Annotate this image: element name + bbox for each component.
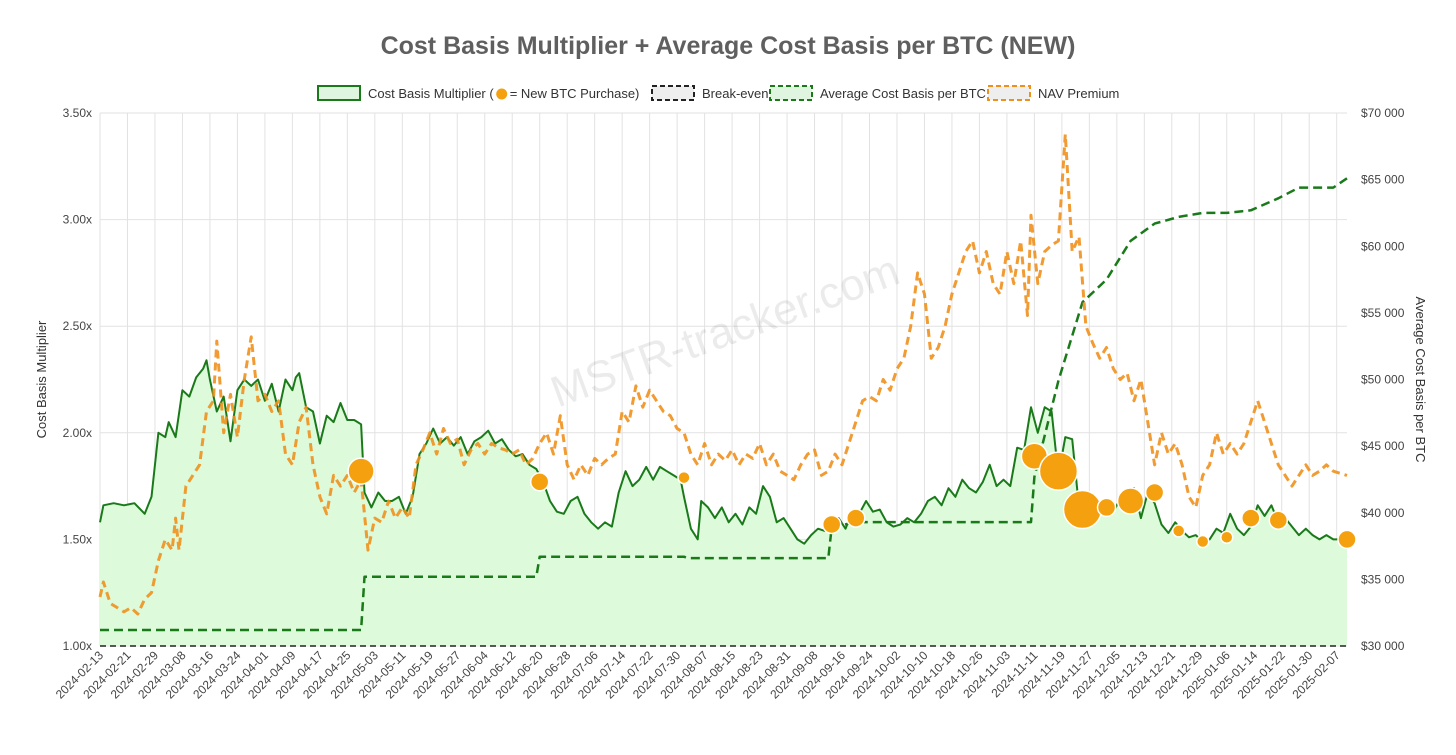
purchase-marker [347,457,375,485]
legend-swatch [987,85,1031,101]
legend-label: Cost Basis Multiplier ( [368,86,494,101]
legend-swatch [769,85,813,101]
purchase-marker [1241,508,1261,528]
y-right-axis-title: Average Cost Basis per BTC [1413,297,1428,463]
purchase-marker [677,470,691,485]
purchase-marker [1038,451,1079,491]
purchase-marker [1096,497,1117,518]
legend-label: NAV Premium [1038,86,1119,101]
series-line-average-cost-basis-per-btc [100,177,1348,632]
purchase-dots [347,442,1357,550]
purchase-marker [1116,487,1145,515]
y-right-tick-label: $40 000 [1361,506,1405,520]
legend-item[interactable]: Average Cost Basis per BTC [769,85,986,101]
y-left-axis-title: Cost Basis Multiplier [34,320,49,438]
legend-swatch [317,85,361,101]
y-left-tick-label: 1.00x [63,639,92,653]
purchase-marker [1062,489,1103,530]
watermark: MSTR-tracker.com [544,246,905,417]
y-left-tick-label: 1.50x [63,532,92,546]
legend-label: Break-even [702,86,768,101]
purchase-marker [1144,482,1165,503]
y-left-tick-label: 2.00x [63,426,92,440]
y-right-tick-label: $50 000 [1361,373,1405,387]
purchase-marker [1268,510,1289,530]
y-right-tick-label: $60 000 [1361,239,1405,253]
legend-item[interactable]: Cost Basis Multiplier ( = New BTC Purcha… [317,85,640,101]
y-right-tick-label: $70 000 [1361,106,1405,120]
legend-item[interactable]: Break-even [651,85,768,101]
legend-label-suffix: = New BTC Purchase) [510,86,640,101]
legend-swatch [651,85,695,101]
legend-label: Average Cost Basis per BTC [820,86,986,101]
y-right-tick-label: $45 000 [1361,439,1405,453]
y-right-tick-label: $35 000 [1361,572,1405,586]
purchase-marker [1171,524,1186,538]
y-left-tick-label: 3.00x [63,213,92,227]
y-right-tick-label: $65 000 [1361,173,1405,187]
legend-purchase-dot-icon [495,87,509,101]
series-line-nav-premium [98,132,1348,616]
y-left-tick-label: 3.50x [63,106,92,120]
purchase-marker [1337,529,1357,550]
legend[interactable]: Cost Basis Multiplier ( = New BTC Purcha… [317,85,1119,101]
series-area-cost-basis-multiplier [100,360,1347,646]
y-right-tick-label: $55 000 [1361,306,1405,320]
fill-layer [100,360,1347,646]
purchase-marker [529,472,550,492]
y-right-tick-label: $30 000 [1361,639,1405,653]
chart-title: Cost Basis Multiplier + Average Cost Bas… [380,32,1076,60]
legend-item[interactable]: NAV Premium [987,85,1119,101]
purchase-marker [1220,530,1234,545]
purchase-marker [821,514,842,535]
purchase-marker [1195,534,1210,549]
y-left-tick-label: 2.50x [63,319,92,333]
purchase-marker [846,508,866,528]
